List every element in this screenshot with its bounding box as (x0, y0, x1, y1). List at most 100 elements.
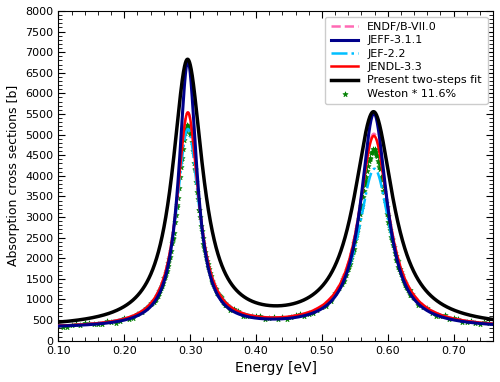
Weston * 11.6% (134, 311, 141, 317)
Weston * 11.6% (480, 319, 488, 325)
Weston * 11.6% (204, 266, 212, 272)
Weston * 11.6% (208, 278, 216, 285)
JEF-2.2 (134, 311, 140, 316)
Weston * 11.6% (224, 303, 232, 309)
Weston * 11.6% (212, 290, 220, 296)
Weston * 11.6% (300, 313, 308, 319)
Weston * 11.6% (158, 280, 166, 286)
Weston * 11.6% (423, 304, 431, 311)
Weston * 11.6% (186, 127, 194, 133)
Weston * 11.6% (94, 321, 102, 327)
Weston * 11.6% (348, 248, 356, 254)
Weston * 11.6% (168, 240, 175, 246)
Weston * 11.6% (309, 310, 317, 316)
Weston * 11.6% (342, 272, 350, 278)
Weston * 11.6% (352, 236, 360, 243)
Weston * 11.6% (194, 196, 202, 202)
Present two-steps fit (222, 270, 228, 274)
Weston * 11.6% (344, 266, 352, 272)
Weston * 11.6% (54, 322, 62, 328)
Weston * 11.6% (402, 284, 410, 290)
ENDF/B-VII.0 (134, 311, 140, 316)
JENDL-3.3 (413, 295, 419, 300)
JENDL-3.3 (222, 299, 228, 304)
Weston * 11.6% (414, 302, 422, 308)
Weston * 11.6% (116, 317, 124, 324)
Present two-steps fit (316, 287, 322, 291)
Weston * 11.6% (364, 168, 372, 174)
Weston * 11.6% (200, 249, 208, 255)
Weston * 11.6% (406, 287, 413, 293)
Weston * 11.6% (162, 270, 170, 276)
Weston * 11.6% (234, 308, 242, 314)
Weston * 11.6% (387, 234, 395, 240)
JENDL-3.3 (338, 280, 344, 284)
Present two-steps fit (184, 57, 190, 62)
Weston * 11.6% (239, 312, 247, 319)
Weston * 11.6% (154, 290, 162, 296)
Weston * 11.6% (386, 227, 394, 233)
Weston * 11.6% (382, 200, 390, 206)
Weston * 11.6% (248, 313, 256, 319)
Weston * 11.6% (152, 293, 160, 299)
JEF-2.2 (490, 322, 496, 326)
Weston * 11.6% (489, 320, 497, 326)
Weston * 11.6% (355, 216, 363, 222)
Weston * 11.6% (168, 235, 176, 241)
Weston * 11.6% (296, 311, 304, 317)
Weston * 11.6% (59, 324, 67, 330)
Weston * 11.6% (85, 320, 93, 327)
Weston * 11.6% (174, 196, 182, 202)
Weston * 11.6% (428, 309, 436, 316)
Weston * 11.6% (200, 241, 207, 248)
Weston * 11.6% (374, 158, 382, 164)
Weston * 11.6% (214, 291, 222, 298)
Y-axis label: Absorption cross sections [b]: Absorption cross sections [b] (7, 85, 20, 266)
Weston * 11.6% (462, 319, 470, 325)
Present two-steps fit (380, 138, 386, 142)
Weston * 11.6% (402, 285, 410, 291)
JEF-2.2 (56, 323, 62, 328)
Weston * 11.6% (196, 223, 204, 229)
Weston * 11.6% (314, 307, 322, 313)
Weston * 11.6% (408, 291, 416, 297)
Weston * 11.6% (81, 319, 89, 325)
JENDL-3.3 (316, 305, 322, 310)
Weston * 11.6% (394, 264, 402, 270)
Weston * 11.6% (384, 211, 392, 217)
Weston * 11.6% (124, 316, 132, 322)
Weston * 11.6% (212, 286, 220, 292)
Weston * 11.6% (353, 228, 361, 235)
Weston * 11.6% (484, 320, 492, 326)
Weston * 11.6% (186, 131, 194, 137)
Weston * 11.6% (208, 281, 216, 287)
JEF-2.2 (185, 126, 191, 131)
Weston * 11.6% (256, 312, 264, 319)
JEFF-3.1.1 (380, 163, 386, 168)
Weston * 11.6% (362, 178, 370, 184)
Weston * 11.6% (222, 302, 230, 308)
Weston * 11.6% (146, 300, 154, 306)
Weston * 11.6% (176, 174, 184, 180)
Weston * 11.6% (410, 295, 418, 301)
Weston * 11.6% (346, 261, 354, 267)
Weston * 11.6% (374, 153, 382, 159)
Weston * 11.6% (436, 313, 444, 319)
Weston * 11.6% (390, 244, 398, 250)
ENDF/B-VII.0 (490, 321, 496, 326)
Weston * 11.6% (222, 302, 230, 308)
Weston * 11.6% (476, 321, 484, 327)
Weston * 11.6% (156, 288, 164, 294)
ENDF/B-VII.0 (380, 170, 386, 174)
Weston * 11.6% (338, 282, 345, 288)
Line: JEF-2.2: JEF-2.2 (58, 129, 493, 325)
Line: ENDF/B-VII.0: ENDF/B-VII.0 (58, 112, 493, 325)
Weston * 11.6% (380, 188, 388, 194)
Weston * 11.6% (210, 285, 218, 291)
Weston * 11.6% (458, 319, 466, 325)
Weston * 11.6% (178, 158, 186, 164)
Weston * 11.6% (389, 241, 397, 248)
Weston * 11.6% (366, 156, 374, 162)
Weston * 11.6% (112, 320, 120, 326)
Weston * 11.6% (358, 202, 366, 209)
